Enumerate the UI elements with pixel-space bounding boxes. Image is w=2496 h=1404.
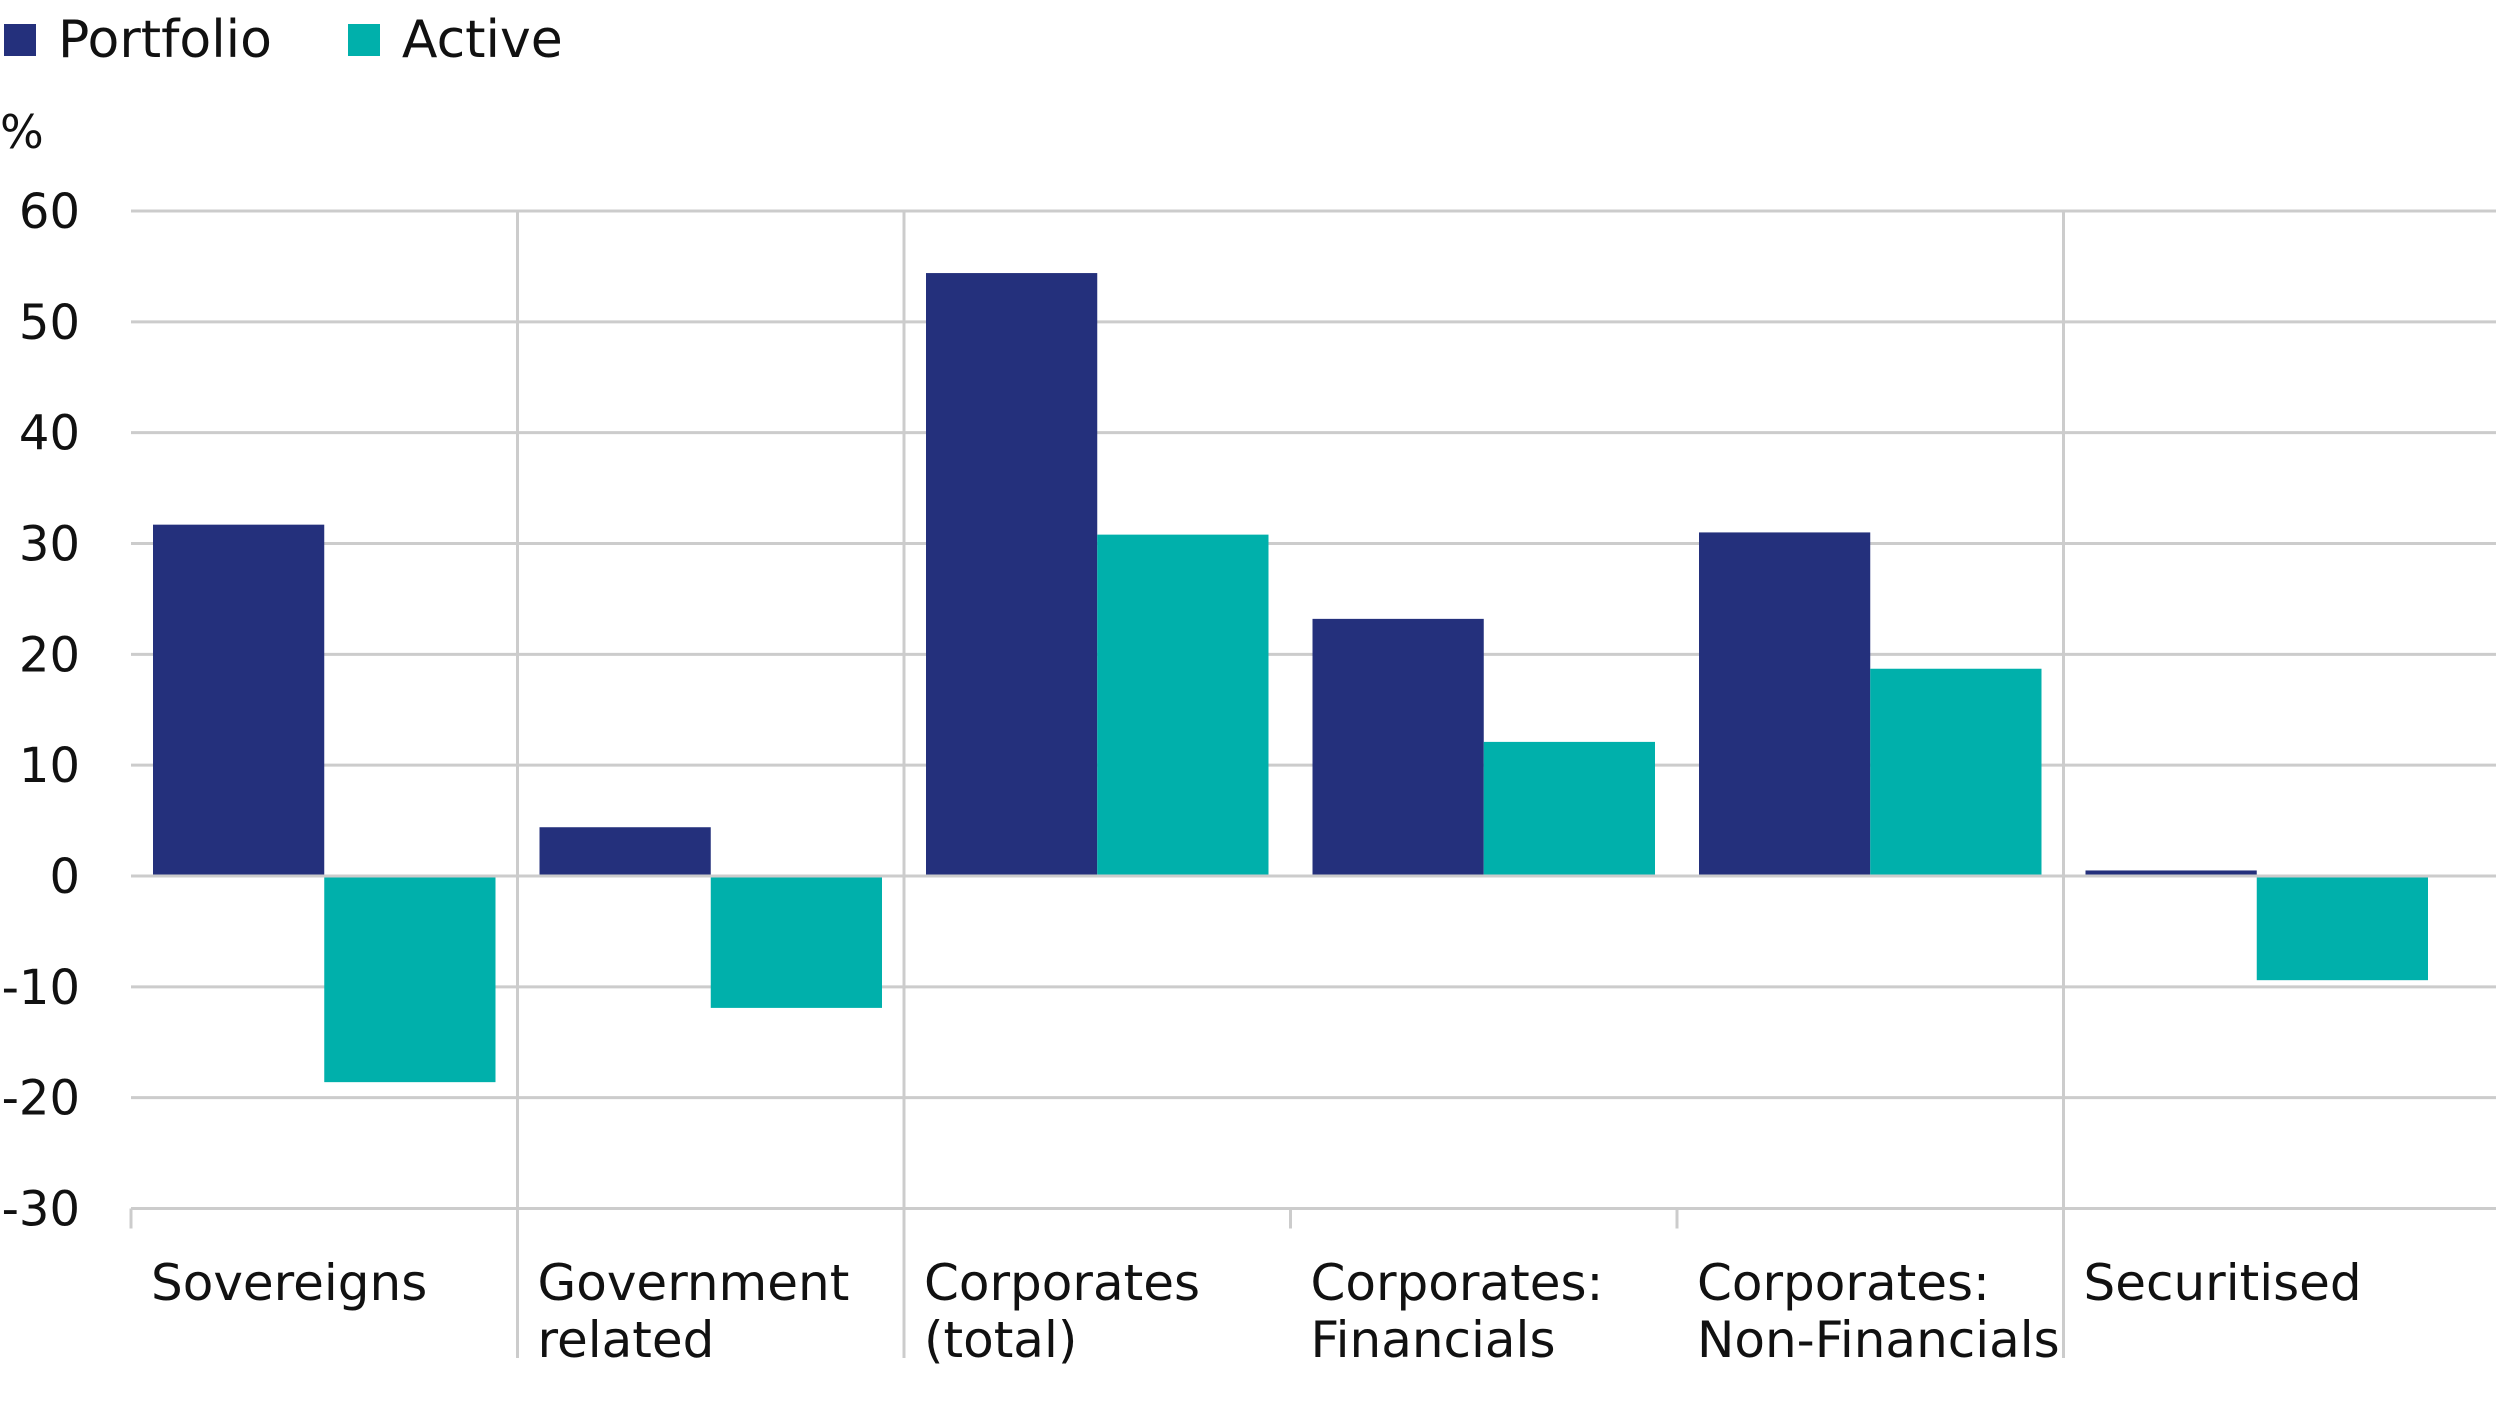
bar-portfolio-0 xyxy=(153,524,325,876)
category-label-5-line-0: Securitised xyxy=(2084,1254,2362,1312)
y-tick-label-40: 40 xyxy=(19,406,80,462)
bar-active-2 xyxy=(1097,534,1269,876)
bar-layer xyxy=(153,273,2428,1083)
bar-portfolio-5 xyxy=(2085,870,2257,876)
category-label-4-line-1: Non-Financials xyxy=(1697,1311,2060,1369)
bar-active-5 xyxy=(2256,876,2428,981)
legend-swatch-portfolio xyxy=(4,24,36,56)
y-tick-label-0: 0 xyxy=(49,849,80,905)
category-label-4-line-0: Corporates: xyxy=(1697,1254,1990,1312)
category-label-1-line-0: Government xyxy=(538,1254,850,1312)
category-label-3-line-0: Corporates: xyxy=(1311,1254,1604,1312)
bar-portfolio-4 xyxy=(1699,532,1871,876)
bar-portfolio-2 xyxy=(926,273,1098,877)
y-axis-unit-label: % xyxy=(0,105,44,159)
y-tick-label-30: 30 xyxy=(19,517,80,573)
category-label-2-line-0: Corporates xyxy=(924,1254,1200,1312)
y-tick-label-neg30: -30 xyxy=(2,1182,80,1238)
bar-portfolio-1 xyxy=(539,827,711,876)
bar-active-0 xyxy=(324,876,496,1083)
legend-item-active: Active xyxy=(347,10,563,70)
bar-active-3 xyxy=(1483,741,1655,876)
legend-label-active: Active xyxy=(401,10,563,70)
y-tick-label-20: 20 xyxy=(19,627,80,683)
bar-active-1 xyxy=(710,876,882,1008)
legend-item-portfolio: Portfolio xyxy=(4,10,272,70)
category-label-1-line-1: related xyxy=(538,1311,715,1369)
legend-swatch-active xyxy=(347,24,380,56)
category-label-0-line-0: Sovereigns xyxy=(151,1254,427,1312)
legend-label-portfolio: Portfolio xyxy=(58,10,272,70)
bar-portfolio-3 xyxy=(1312,618,1484,876)
category-label-2-line-1: (total) xyxy=(924,1311,1077,1369)
y-tick-label-10: 10 xyxy=(19,738,80,794)
bar-active-4 xyxy=(1870,668,2042,876)
category-label-3-line-1: Financials xyxy=(1311,1311,1556,1369)
axis-layer: 60 50 40 30 20 10 0 -10 -20 -30 Sovereigns Governme… xyxy=(2,184,2496,1369)
y-tick-label-neg10: -10 xyxy=(2,960,80,1016)
y-tick-label-neg20: -20 xyxy=(2,1071,80,1127)
y-tick-label-50: 50 xyxy=(19,295,80,351)
y-tick-label-60: 60 xyxy=(19,184,80,240)
legend: Portfolio Active xyxy=(4,10,639,70)
